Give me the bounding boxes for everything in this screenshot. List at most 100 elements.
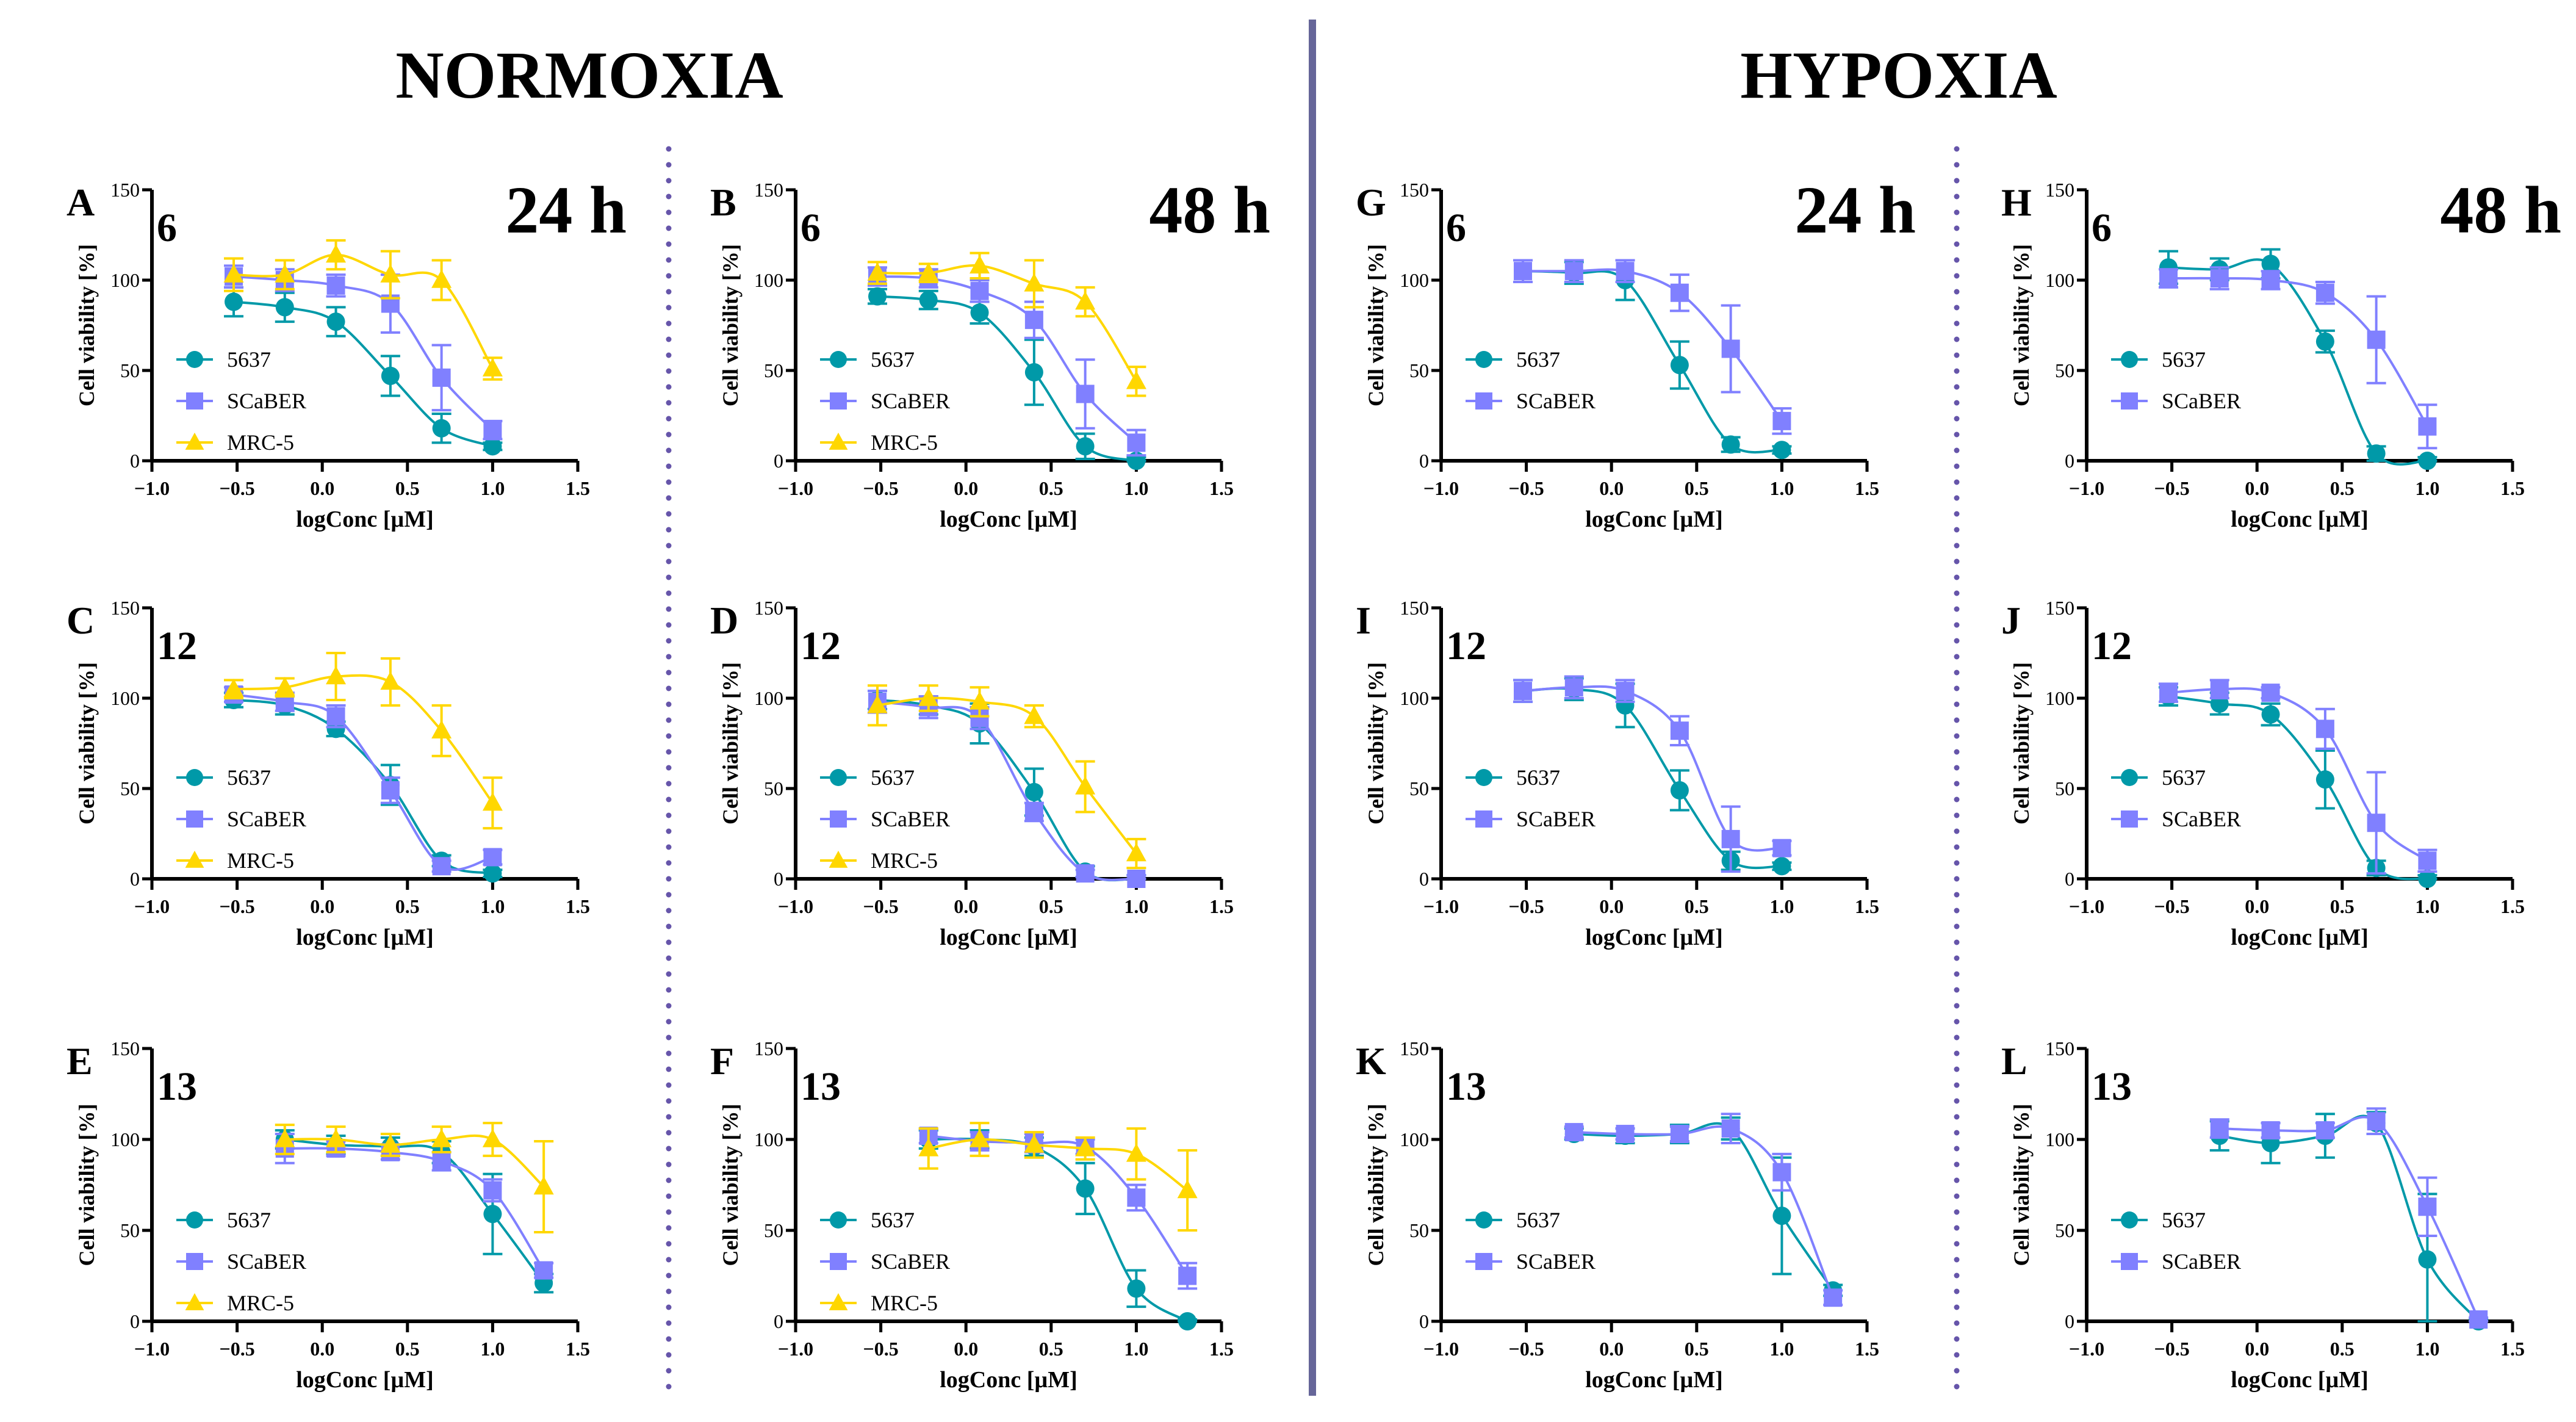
x-tick-label: 0.5 xyxy=(395,895,420,917)
data-point xyxy=(1127,870,1146,888)
panel-letter: J xyxy=(2001,599,2021,642)
x-tick-label: 0.0 xyxy=(1599,1338,1624,1360)
data-point xyxy=(275,264,295,283)
data-point xyxy=(432,1152,451,1171)
data-point xyxy=(2418,870,2437,888)
x-tick-label: 1.0 xyxy=(2415,1338,2439,1360)
panel-h: 0 50 100 150 −1.0 −0.5 0.0 0.5 1.0 1.5 logConc [µM… xyxy=(2001,173,2561,532)
y-tick-label: 0 xyxy=(1419,868,1429,890)
square-marker-icon xyxy=(830,392,847,410)
series-5637 xyxy=(2209,1111,2489,1330)
y-tick-label: 50 xyxy=(2055,1219,2074,1241)
data-point xyxy=(1076,437,1095,456)
x-tick-label: −0.5 xyxy=(219,1338,254,1360)
legend-item: SCaBER xyxy=(820,1249,950,1274)
data-point xyxy=(2418,1250,2437,1269)
data-point xyxy=(2418,1197,2437,1216)
x-tick-label: −1.0 xyxy=(2069,895,2104,917)
x-axis-label: logConc [µM] xyxy=(1585,1367,1723,1393)
legend-label: 5637 xyxy=(227,765,271,790)
x-tick-label: 0.5 xyxy=(1685,1338,1709,1360)
data-point xyxy=(482,1128,503,1147)
x-tick-label: 1.0 xyxy=(1769,1338,1794,1360)
data-point xyxy=(431,1128,452,1147)
data-point xyxy=(2418,851,2437,870)
data-point xyxy=(2261,254,2280,273)
legend-label: SCaBER xyxy=(227,1249,306,1274)
fit-curve xyxy=(1522,270,1782,454)
y-tick-label: 100 xyxy=(110,687,140,709)
triangle-marker-icon xyxy=(829,1293,848,1310)
legend-label: 5637 xyxy=(871,347,915,372)
compound-number: 13 xyxy=(801,1064,841,1109)
square-marker-icon xyxy=(2121,1253,2138,1270)
legend-item: SCaBER xyxy=(1466,1249,1596,1274)
legend-label: SCaBER xyxy=(1516,807,1596,831)
y-axis-label: Cell viability [%] xyxy=(74,1104,99,1266)
y-tick-label: 150 xyxy=(2045,597,2074,619)
circle-marker-icon xyxy=(2121,351,2138,368)
x-axis-label: logConc [µM] xyxy=(296,925,434,950)
legend-item: 5637 xyxy=(176,765,271,790)
legend-label: 5637 xyxy=(227,1208,271,1232)
x-axis-label: logConc [µM] xyxy=(2231,925,2369,950)
panel-letter: I xyxy=(1356,599,1371,642)
fit-curve xyxy=(2168,258,2428,466)
legend-item: MRC-5 xyxy=(176,430,294,455)
legend-label: 5637 xyxy=(1516,347,1560,372)
x-tick-label: −1.0 xyxy=(1423,477,1459,499)
data-point xyxy=(1024,363,1043,381)
data-point xyxy=(483,864,502,883)
x-tick-label: 1.0 xyxy=(1769,477,1794,499)
legend-item: 5637 xyxy=(820,347,915,372)
panel-c: 0 50 100 150 −1.0 −0.5 0.0 0.5 1.0 1.5 logConc [µM… xyxy=(67,597,590,950)
data-point xyxy=(1024,311,1043,330)
x-tick-label: −0.5 xyxy=(863,477,898,499)
data-point xyxy=(1564,262,1583,281)
y-tick-label: 50 xyxy=(764,1219,783,1241)
data-point xyxy=(380,671,401,690)
x-tick-label: 0.0 xyxy=(2245,895,2269,917)
data-point xyxy=(2210,269,2229,288)
legend-item: SCaBER xyxy=(1466,389,1596,413)
data-point xyxy=(2315,332,2334,351)
x-tick-label: −0.5 xyxy=(863,895,898,917)
series-mrc-5 xyxy=(223,239,503,381)
x-tick-label: −1.0 xyxy=(2069,477,2104,499)
x-axis-label: logConc [µM] xyxy=(2231,1367,2369,1393)
compound-number: 6 xyxy=(157,206,177,250)
x-tick-label: −0.5 xyxy=(219,477,254,499)
triangle-marker-icon xyxy=(185,432,204,450)
data-point xyxy=(1024,706,1045,724)
circle-marker-icon xyxy=(2121,1211,2138,1229)
x-tick-label: 1.0 xyxy=(1124,895,1148,917)
x-tick-label: −0.5 xyxy=(1508,477,1544,499)
x-tick-label: 0.5 xyxy=(2330,895,2355,917)
data-point xyxy=(1772,441,1791,460)
legend-item: MRC-5 xyxy=(820,1291,938,1315)
compound-number: 12 xyxy=(157,624,197,668)
data-point xyxy=(1772,857,1791,876)
data-point xyxy=(326,707,345,726)
x-tick-label: −0.5 xyxy=(2154,895,2189,917)
legend-label: 5637 xyxy=(1516,765,1560,790)
legend-item: MRC-5 xyxy=(820,430,938,455)
x-axis-label: logConc [µM] xyxy=(1585,925,1723,950)
data-point xyxy=(533,1176,554,1195)
legend-item: 5637 xyxy=(1466,347,1560,372)
legend-label: 5637 xyxy=(2162,347,2206,372)
x-tick-label: 0.5 xyxy=(1685,895,1709,917)
series-mrc-5 xyxy=(867,251,1146,397)
data-point xyxy=(534,1261,553,1280)
y-axis-label: Cell viability [%] xyxy=(74,244,99,406)
x-tick-label: 1.5 xyxy=(2500,1338,2525,1360)
y-tick-label: 0 xyxy=(774,868,783,890)
panel-g: 0 50 100 150 −1.0 −0.5 0.0 0.5 1.0 1.5 logConc [µM… xyxy=(1356,173,1916,532)
data-point xyxy=(1564,1123,1583,1142)
circle-marker-icon xyxy=(186,769,203,786)
y-tick-label: 0 xyxy=(130,450,140,472)
data-point xyxy=(275,1128,295,1147)
data-point xyxy=(1024,273,1045,292)
x-tick-label: −0.5 xyxy=(1508,1338,1544,1360)
data-point xyxy=(2367,330,2386,349)
